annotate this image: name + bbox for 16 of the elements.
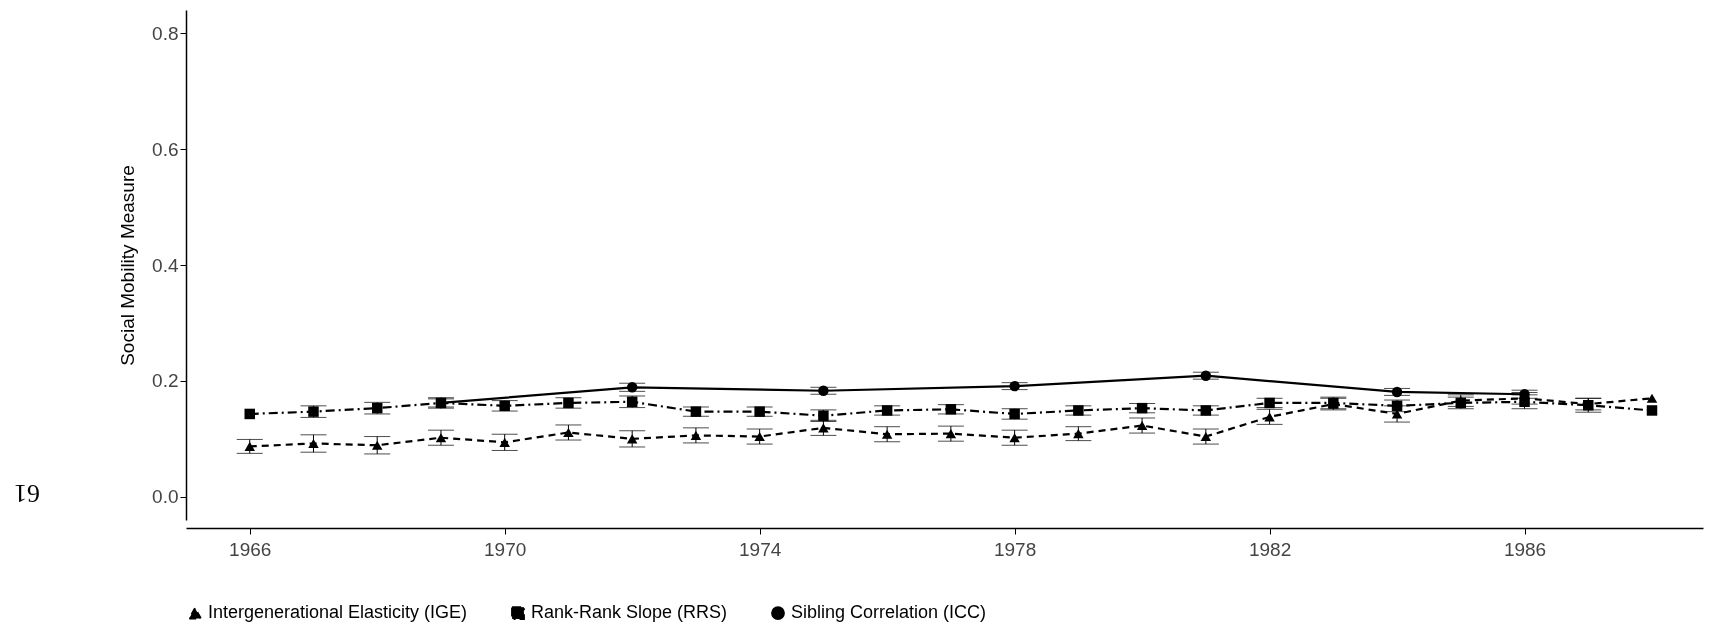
legend-label: Sibling Correlation (ICC) (791, 602, 987, 623)
y-tick-label: 0.2 (152, 370, 179, 392)
x-tick-label: 1974 (739, 538, 782, 560)
legend-label: Rank-Rank Slope (RRS) (531, 602, 728, 623)
y-tick-label: 0.8 (152, 22, 179, 44)
x-tick-label: 1966 (229, 538, 272, 560)
x-tick-label: 1978 (993, 538, 1037, 560)
text: 61 (14, 478, 40, 508)
y-axis-title: Social Mobility Measure (117, 165, 139, 366)
y-tick-label: 0.0 (152, 486, 179, 508)
x-tick-label: 1986 (1503, 538, 1547, 560)
y-tick-label: 0.4 (152, 254, 179, 276)
x-tick-label: 1982 (1248, 538, 1292, 560)
x-tick-label: 1970 (484, 538, 527, 560)
y-tick-label: 0.6 (152, 138, 179, 160)
legend-label: Intergenerational Elasticity (IGE) (208, 602, 468, 623)
